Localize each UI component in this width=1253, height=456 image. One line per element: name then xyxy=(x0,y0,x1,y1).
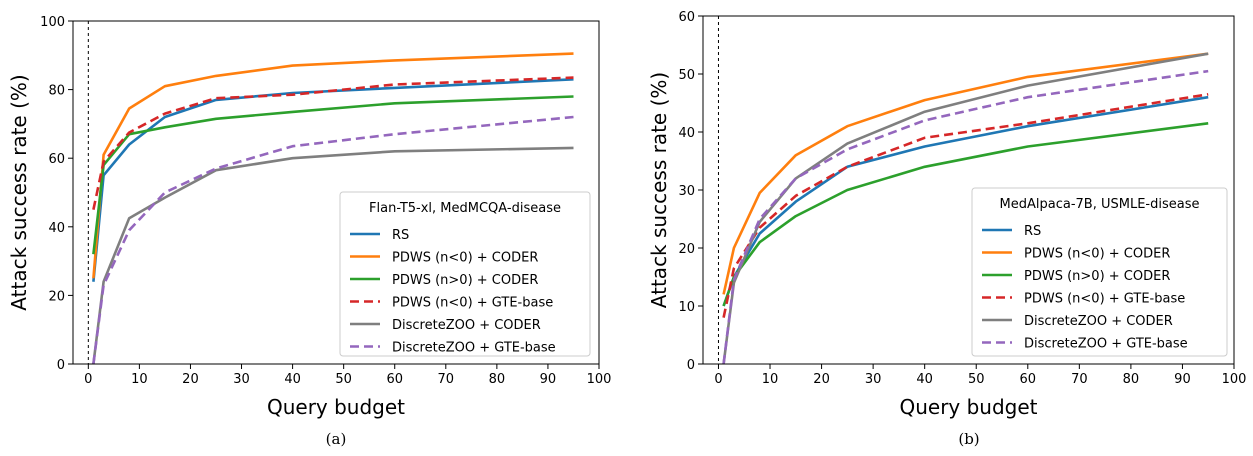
x-tick-label: 70 xyxy=(1071,372,1088,387)
legend-entry: PDWS (n>0) + CODER xyxy=(392,273,538,288)
y-tick-label: 60 xyxy=(48,152,65,167)
x-tick-label: 80 xyxy=(1123,372,1140,387)
y-tick-label: 60 xyxy=(678,10,695,25)
y-tick-label: 80 xyxy=(48,84,65,99)
x-tick-label: 100 xyxy=(1222,372,1247,387)
legend-title: Flan-T5-xl, MedMCQA-disease xyxy=(369,201,561,216)
y-tick-label: 50 xyxy=(678,68,695,83)
legend-entry: PDWS (n<0) + GTE-base xyxy=(392,296,553,311)
y-tick-label: 20 xyxy=(48,289,65,304)
series-line-discretezoo-coder xyxy=(92,146,574,365)
series-line-pdws-n-0-coder xyxy=(92,52,574,279)
axes-frame xyxy=(72,20,600,365)
series-line-discretezoo-coder xyxy=(722,52,1209,365)
series-line-pdws-n-0-gte-base xyxy=(92,76,574,210)
y-tick-label: 20 xyxy=(678,242,695,257)
y-tick-label: 0 xyxy=(687,358,695,373)
y-tick-label: 0 xyxy=(57,358,65,373)
legend-entry: PDWS (n<0) + CODER xyxy=(392,251,538,266)
legend-entry: PDWS (n<0) + CODER xyxy=(1024,247,1170,262)
x-tick-label: 20 xyxy=(182,372,199,387)
y-tick-label: 10 xyxy=(678,300,695,315)
legend-entry: DiscreteZOO + CODER xyxy=(1024,314,1173,329)
y-tick-label: 100 xyxy=(40,15,65,30)
chart-panel-a: 0 10 20 30 40 50 60 70 80 90 100 0 20 40 60 80 100 Query … xyxy=(7,15,611,448)
x-axis-label: Query budget xyxy=(267,395,405,419)
legend-box xyxy=(339,191,591,357)
x-tick-label: 30 xyxy=(233,372,250,387)
x-tick-label: 80 xyxy=(489,372,506,387)
x-tick-label: 70 xyxy=(438,372,455,387)
series-line-pdws-n-0-coder xyxy=(722,52,1209,295)
x-tick-label: 20 xyxy=(813,372,830,387)
x-tick-label: 10 xyxy=(131,372,148,387)
legend-entry: PDWS (n<0) + GTE-base xyxy=(1024,292,1185,307)
x-tick-label: 50 xyxy=(335,372,352,387)
y-tick-label: 40 xyxy=(678,126,695,141)
x-tick-label: 50 xyxy=(968,372,985,387)
x-tick-label: 90 xyxy=(540,372,557,387)
x-tick-label: 100 xyxy=(587,372,612,387)
panel-caption: (b) xyxy=(958,430,979,448)
x-axis-label: Query budget xyxy=(899,395,1037,419)
legend-entry: RS xyxy=(1024,224,1041,239)
series-line-rs xyxy=(92,78,574,282)
series-line-pdws-n-0-coder xyxy=(92,95,574,255)
legend: MedAlpaca-7B, USMLE-disease RS PDWS (n<0) … xyxy=(971,187,1228,357)
panel-caption: (a) xyxy=(326,430,347,448)
legend-box xyxy=(971,187,1228,357)
x-tick-label: 40 xyxy=(284,372,301,387)
x-tick-label: 0 xyxy=(84,372,92,387)
series-line-discretezoo-gte-base xyxy=(92,115,574,365)
legend-entry: DiscreteZOO + GTE-base xyxy=(1024,337,1188,352)
x-tick-label: 40 xyxy=(916,372,933,387)
y-tick-label: 40 xyxy=(48,221,65,236)
series-line-pdws-n-0-gte-base xyxy=(722,93,1209,318)
chart-panel-b: 0 10 20 30 40 50 60 70 80 90 100 0 10 20 30 40 50 60 Query… xyxy=(647,10,1246,448)
x-tick-label: 10 xyxy=(762,372,779,387)
x-tick-label: 90 xyxy=(1174,372,1191,387)
legend-entry: DiscreteZOO + CODER xyxy=(392,318,541,333)
x-tick-label: 0 xyxy=(714,372,722,387)
y-axis-label: Attack success rate (%) xyxy=(7,74,31,310)
series-line-discretezoo-gte-base xyxy=(722,69,1209,365)
legend-entry: PDWS (n>0) + CODER xyxy=(1024,269,1170,284)
x-tick-label: 30 xyxy=(865,372,882,387)
legend-entry: DiscreteZOO + GTE-base xyxy=(392,341,556,356)
x-tick-label: 60 xyxy=(386,372,403,387)
legend-title: MedAlpaca-7B, USMLE-disease xyxy=(1000,197,1200,212)
y-tick-label: 30 xyxy=(678,184,695,199)
legend: Flan-T5-xl, MedMCQA-disease RS PDWS (n<0) … xyxy=(339,191,591,357)
legend-entry: RS xyxy=(392,228,409,243)
y-axis-label: Attack success rate (%) xyxy=(647,72,671,308)
x-tick-label: 60 xyxy=(1020,372,1037,387)
